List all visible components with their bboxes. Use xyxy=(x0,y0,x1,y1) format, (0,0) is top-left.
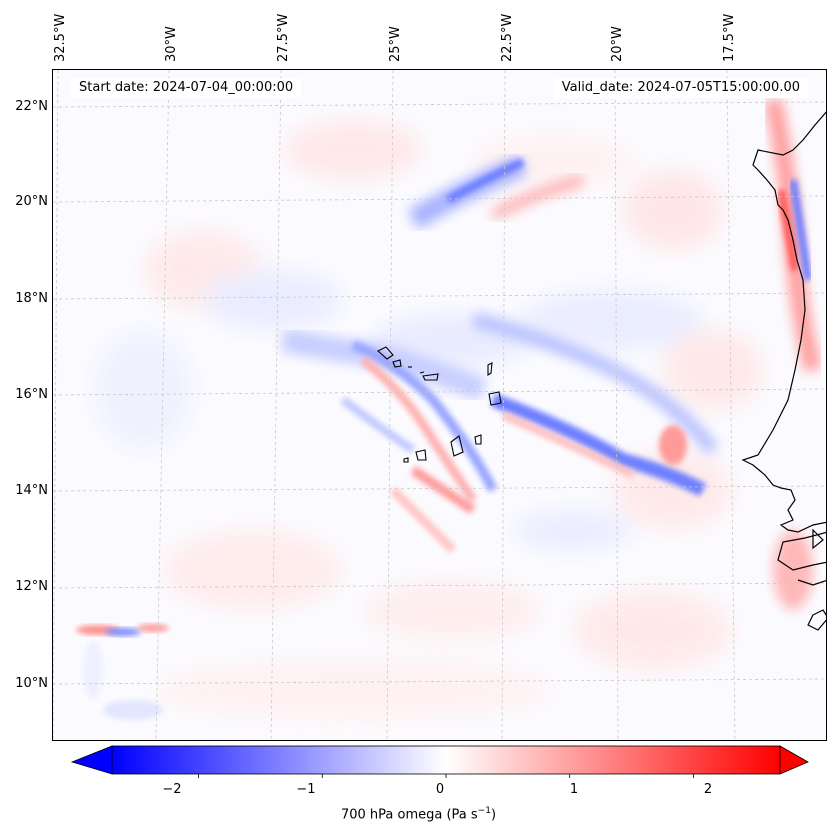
cabo-verde-islands xyxy=(377,346,502,463)
map-panel[interactable]: Start date: 2024-07-04_00:00:00 Valid_da… xyxy=(52,69,827,741)
coastline xyxy=(741,111,826,631)
valid-date-label: Valid_date: 2024-07-05T15:00:00.00 xyxy=(553,78,808,98)
colorbar-extend-left xyxy=(70,745,113,775)
lon-label-30w: 30°W xyxy=(164,26,179,62)
lat-label-20n: 20°N xyxy=(15,194,48,209)
omega-band-southeast-arc xyxy=(471,313,719,497)
colorbar-tick-label-2: 2 xyxy=(703,782,713,797)
colorbar xyxy=(70,745,809,778)
island-maio xyxy=(474,434,482,445)
colorbar-label-close: ) xyxy=(490,807,497,823)
lat-label-16n: 16°N xyxy=(15,387,48,402)
island-sao-vicente xyxy=(392,359,402,368)
island-fogo xyxy=(415,449,427,461)
lon-label-32-5w: 32.5°W xyxy=(53,13,68,62)
island-sal xyxy=(487,362,493,377)
colorbar-label: 700 hPa omega (Pa s−1) xyxy=(0,806,837,822)
colorbar-label-text: 700 hPa omega (Pa s xyxy=(340,807,478,823)
omega-band-north-arc xyxy=(407,154,585,230)
omega-field-map xyxy=(53,70,826,740)
start-date-label: Start date: 2024-07-04_00:00:00 xyxy=(71,78,302,98)
map-gridlines xyxy=(53,70,826,740)
lon-label-27-5w: 27.5°W xyxy=(276,13,291,62)
omega-coastal-band xyxy=(764,98,822,610)
colorbar-tick-label-1: 1 xyxy=(569,782,579,797)
colorbar-label-exponent: −1 xyxy=(477,806,491,816)
colorbar-bar xyxy=(111,745,781,775)
lat-label-18n: 18°N xyxy=(15,291,48,306)
lon-label-25w: 25°W xyxy=(388,26,403,62)
island-sao-nicolau xyxy=(422,373,439,381)
lat-label-10n: 10°N xyxy=(15,676,48,691)
lon-label-17-5w: 17.5°W xyxy=(722,13,737,62)
colorbar-tick-label-neg1: −1 xyxy=(296,782,316,797)
lat-label-12n: 12°N xyxy=(15,579,48,594)
colorbar-tick-marks xyxy=(198,774,694,778)
lat-label-22n: 22°N xyxy=(15,99,48,114)
lat-label-14n: 14°N xyxy=(15,483,48,498)
lon-label-20w: 20°W xyxy=(610,26,625,62)
lon-label-22-5w: 22.5°W xyxy=(500,13,515,62)
omega-southwest-noise xyxy=(76,624,169,720)
island-santiago xyxy=(450,435,464,457)
island-boa-vista xyxy=(488,391,502,406)
island-brava xyxy=(403,457,409,463)
colorbar-extend-right xyxy=(779,745,809,775)
island-santo-antao xyxy=(377,346,394,360)
colorbar-tick-label-0: 0 xyxy=(435,782,445,797)
colorbar-tick-label-neg2: −2 xyxy=(162,782,182,797)
